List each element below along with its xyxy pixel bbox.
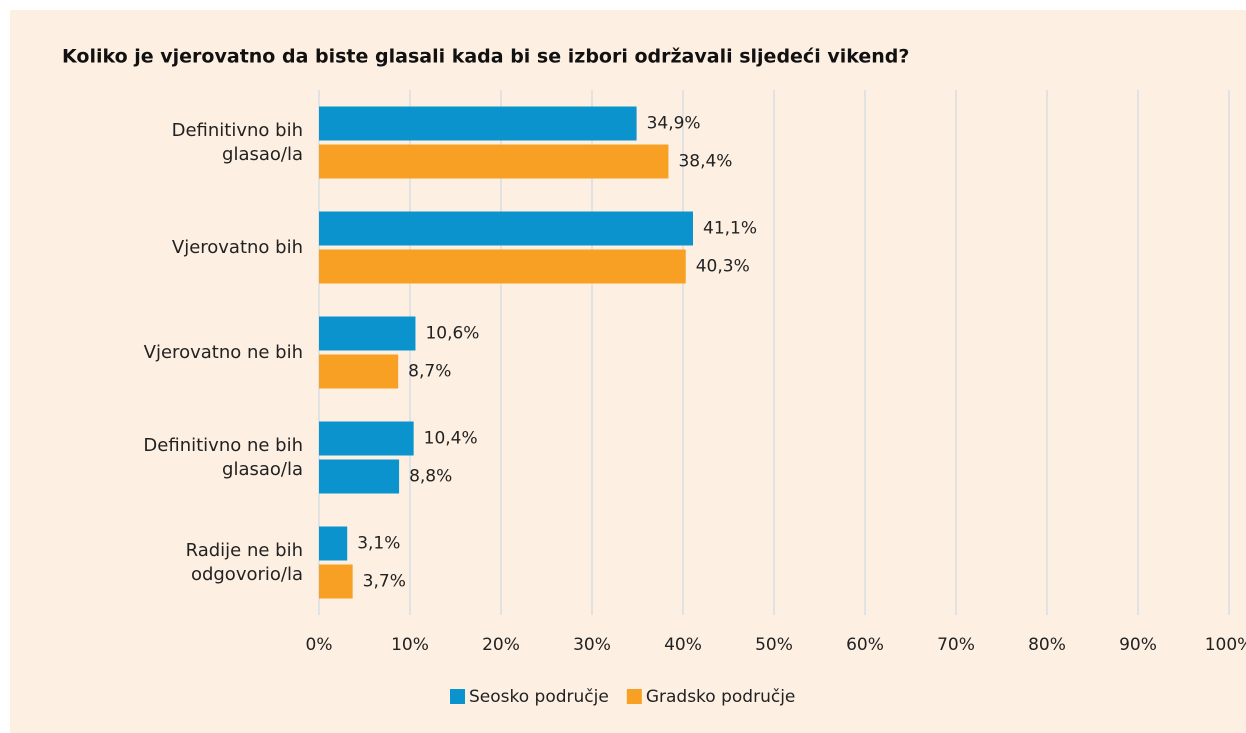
data-label: 41,1% (703, 219, 757, 239)
data-label: 38,4% (678, 152, 732, 172)
legend-swatch (626, 689, 642, 704)
x-tick-label: 10% (391, 635, 429, 655)
y-tick-label: Definitivno bih glasao/la (171, 119, 303, 165)
bar (319, 421, 414, 456)
data-label: 8,7% (408, 362, 451, 382)
data-label: 40,3% (696, 257, 750, 277)
data-label: 8,8% (409, 467, 452, 487)
chart-title: Koliko je vjerovatno da biste glasali ka… (62, 46, 909, 68)
x-tick-label: 50% (755, 635, 793, 655)
bar (319, 526, 348, 561)
bar (319, 459, 400, 494)
x-tick-label: 80% (1028, 635, 1066, 655)
bar (319, 249, 686, 284)
data-label: 3,1% (357, 534, 400, 554)
x-tick-label: 0% (306, 635, 333, 655)
chart-svg: Koliko je vjerovatno da biste glasali ka… (62, 46, 1246, 708)
x-tick-label: 70% (937, 635, 975, 655)
data-label: 10,4% (424, 429, 478, 449)
bar (319, 211, 694, 246)
x-tick-label: 30% (573, 635, 611, 655)
data-label: 34,9% (647, 114, 701, 134)
data-label: 3,7% (363, 572, 406, 592)
legend-label: Gradsko područje (646, 687, 796, 707)
bar (319, 354, 399, 389)
data-label: 10,6% (425, 324, 479, 344)
y-tick-label: Radije ne bih odgovorio/la (185, 539, 303, 585)
x-tick-label: 60% (846, 635, 884, 655)
bar (319, 564, 353, 599)
legend-label: Seosko područje (469, 687, 609, 707)
x-tick-label: 40% (664, 635, 702, 655)
y-tick-label: Vjerovatno bih (171, 236, 303, 258)
legend-swatch (450, 689, 465, 704)
x-tick-label: 90% (1119, 635, 1157, 655)
bar (319, 144, 669, 179)
bar (319, 316, 416, 351)
x-tick-label: 100% (1205, 635, 1246, 655)
x-tick-label: 20% (482, 635, 520, 655)
chart: Koliko je vjerovatno da biste glasali ka… (10, 10, 1246, 733)
y-tick-label: Definitivno ne bih glasao/la (143, 434, 303, 480)
y-tick-label: Vjerovatno ne bih (143, 341, 303, 363)
bar (319, 106, 637, 141)
